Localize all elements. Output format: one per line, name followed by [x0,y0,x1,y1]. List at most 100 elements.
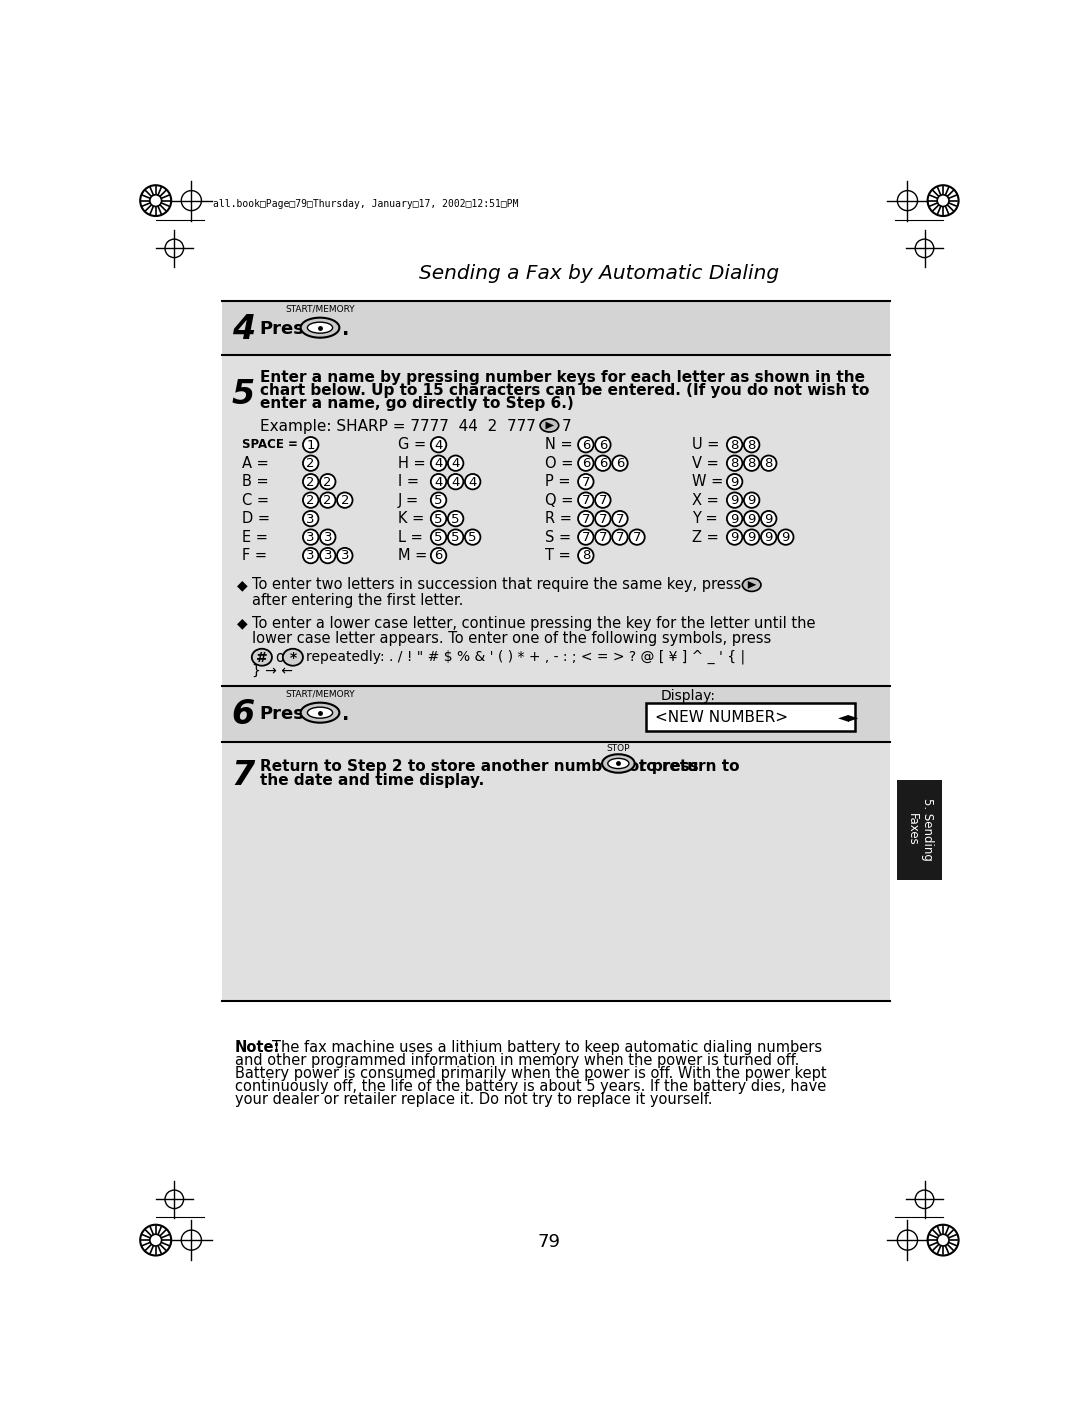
Text: 8: 8 [747,457,756,470]
Ellipse shape [608,758,629,768]
Text: 4: 4 [232,313,255,346]
Text: 5: 5 [451,513,460,526]
FancyBboxPatch shape [222,301,890,1001]
Text: .: . [342,704,349,724]
Text: 3: 3 [324,550,332,563]
FancyBboxPatch shape [897,780,942,880]
Text: 9: 9 [747,531,756,544]
Text: S =: S = [545,530,571,544]
Circle shape [303,548,318,563]
Text: 3: 3 [324,531,332,544]
Circle shape [761,456,776,471]
Circle shape [431,474,446,490]
Text: Y =: Y = [693,511,717,526]
Circle shape [578,511,594,527]
Circle shape [465,474,480,490]
Text: 4: 4 [434,457,443,470]
Circle shape [727,530,743,545]
Text: D =: D = [242,511,270,526]
Text: 4: 4 [451,476,460,488]
Text: O =: O = [545,456,574,471]
Text: .: . [342,320,349,338]
Text: 7: 7 [582,513,590,526]
Text: SPACE =: SPACE = [242,438,298,451]
Circle shape [761,511,776,527]
Circle shape [595,437,611,453]
Circle shape [595,456,611,471]
Circle shape [303,456,318,471]
Text: the date and time display.: the date and time display. [259,773,483,788]
Text: W =: W = [693,474,724,490]
Text: enter a name, go directly to Step 6.): enter a name, go directly to Step 6.) [259,396,574,411]
Text: P =: P = [545,474,570,490]
Circle shape [431,456,446,471]
Text: Press: Press [259,705,315,723]
FancyBboxPatch shape [222,301,890,354]
Text: 7: 7 [232,758,255,793]
Circle shape [761,530,776,545]
Text: 2: 2 [324,494,332,507]
Text: ◆: ◆ [237,617,248,630]
Circle shape [448,530,463,545]
Text: 9: 9 [764,513,773,526]
Circle shape [744,456,759,471]
Text: U =: U = [693,437,719,453]
FancyBboxPatch shape [645,704,854,731]
Text: *: * [289,651,297,664]
Text: 8: 8 [582,550,590,563]
Text: START/MEMORY: START/MEMORY [285,690,355,698]
Circle shape [321,474,336,490]
Text: A =: A = [242,456,269,471]
Text: 4: 4 [434,438,443,451]
Text: STOP: STOP [607,744,630,753]
Text: 9: 9 [764,531,773,544]
Text: ◆: ◆ [237,578,248,591]
Text: 3: 3 [307,550,315,563]
Text: 8: 8 [730,457,739,470]
FancyBboxPatch shape [222,687,890,743]
Text: 9: 9 [781,531,790,544]
Text: Z =: Z = [693,530,718,544]
Text: Sending a Fax by Automatic Dialing: Sending a Fax by Automatic Dialing [419,264,779,283]
Text: 2: 2 [307,494,315,507]
Text: 3: 3 [341,550,349,563]
Text: 6: 6 [598,438,607,451]
Text: Note:: Note: [235,1040,280,1055]
Circle shape [612,530,628,545]
Polygon shape [546,421,554,430]
Text: F =: F = [242,548,268,563]
Text: 2: 2 [307,457,315,470]
Circle shape [778,530,793,545]
Text: 6: 6 [434,550,443,563]
Text: 7: 7 [598,513,607,526]
Text: V =: V = [693,456,718,471]
Text: chart below. Up to 15 characters can be entered. (If you do not wish to: chart below. Up to 15 characters can be … [259,383,869,398]
Text: 6: 6 [598,457,607,470]
Text: L =: L = [398,530,422,544]
Text: 5: 5 [468,531,477,544]
Text: To enter two letters in succession that require the same key, press: To enter two letters in succession that … [252,577,741,593]
Ellipse shape [308,707,332,718]
Text: To enter a lower case letter, continue pressing the key for the letter until the: To enter a lower case letter, continue p… [252,615,816,631]
Circle shape [578,548,594,563]
Ellipse shape [283,648,303,665]
Circle shape [431,530,446,545]
Circle shape [727,437,743,453]
Text: START/MEMORY: START/MEMORY [285,304,355,314]
Text: 4: 4 [468,476,477,488]
Ellipse shape [602,754,635,773]
Circle shape [595,511,611,527]
Circle shape [578,530,594,545]
Text: Display:: Display: [661,688,716,703]
Text: 3: 3 [307,531,315,544]
Text: 7: 7 [615,531,624,544]
Text: 5: 5 [451,531,460,544]
Text: The fax machine uses a lithium battery to keep automatic dialing numbers: The fax machine uses a lithium battery t… [272,1040,822,1055]
Text: Battery power is consumed primarily when the power is off. With the power kept: Battery power is consumed primarily when… [235,1067,827,1081]
Circle shape [595,493,611,508]
Text: J =: J = [398,493,419,507]
Text: E =: E = [242,530,268,544]
Circle shape [303,511,318,527]
Text: 9: 9 [747,494,756,507]
Circle shape [727,456,743,471]
